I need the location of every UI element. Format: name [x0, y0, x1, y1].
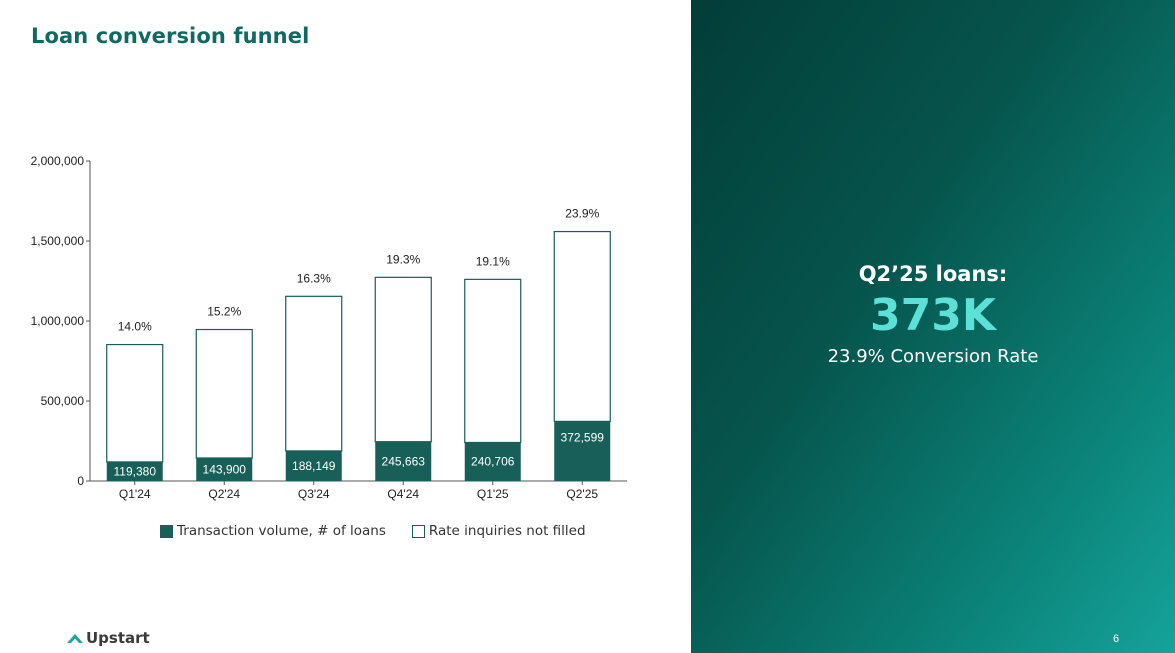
legend-swatch-outline — [411, 524, 425, 538]
bar-top-label: 19.3% — [386, 252, 420, 266]
y-tick-label: 0 — [77, 474, 84, 488]
conversion-bar-chart: 0 500,000 1,000,000 1,500,000 2,000,000 119,3… — [31, 154, 627, 501]
x-tick-label: Q2'24 — [208, 487, 240, 501]
bar-value-label: 143,900 — [203, 462, 247, 476]
legend-label-rate-inquiries: Rate inquiries not filled — [428, 523, 586, 539]
logo-text: Upstart — [86, 629, 150, 647]
chart-legend: Transaction volume, # of loans Rate inqu… — [160, 523, 612, 539]
bar-value-label: 240,706 — [471, 455, 515, 469]
bar-transaction-volume — [106, 461, 163, 481]
bar-top-label: 16.3% — [297, 271, 331, 285]
y-tick-label: 1,500,000 — [31, 234, 85, 248]
bar-rate-inquiries — [374, 276, 432, 443]
bar-top-label: 19.1% — [476, 254, 510, 268]
x-tick-label: Q1'24 — [119, 487, 151, 501]
x-tick-label: Q1'25 — [477, 487, 509, 501]
bar-rate-inquiries — [464, 278, 522, 444]
x-tick-label: Q4'24 — [387, 487, 419, 501]
bar-rate-inquiries — [195, 328, 253, 459]
bar-transaction-volume — [554, 421, 611, 481]
legend-swatch-filled — [160, 524, 173, 538]
kpi-panel: Q2’25 loans: 373K 23.9% Conversion Rate … — [691, 0, 1175, 653]
bar-value-label: 119,380 — [114, 464, 157, 478]
bar-top-label: 15.2% — [207, 305, 241, 319]
y-tick-label: 500,000 — [41, 394, 85, 408]
bar-transaction-volume — [196, 457, 253, 481]
kpi-label: Q2’25 loans: — [858, 262, 1008, 286]
bar-transaction-volume — [464, 442, 521, 481]
x-tick-label: Q3'24 — [298, 487, 330, 501]
bar-value-label: 245,663 — [382, 454, 426, 468]
page-number: 6 — [1113, 633, 1120, 645]
bar-transaction-volume — [375, 441, 432, 481]
bar-value-label: 188,149 — [292, 459, 336, 473]
bar-rate-inquiries — [553, 230, 611, 422]
left-panel: Loan conversion funnel 0 500,000 1,000,000… — [30, 24, 627, 647]
legend-item-rate-inquiries: Rate inquiries not filled — [411, 523, 586, 539]
bar-value-label: 372,599 — [561, 430, 605, 444]
bar-transaction-volume — [285, 450, 342, 481]
bar-top-label: 14.0% — [118, 320, 152, 334]
x-tick-label: Q2'25 — [566, 487, 598, 501]
upstart-logo-icon — [67, 633, 83, 643]
slide-title: Loan conversion funnel — [31, 24, 310, 48]
y-tick-label: 1,000,000 — [31, 314, 85, 328]
kpi-subtitle: 23.9% Conversion Rate — [827, 346, 1039, 367]
bar-rate-inquiries — [285, 295, 343, 452]
upstart-logo: Upstart — [66, 629, 150, 647]
kpi-value: 373K — [870, 290, 996, 341]
bar-rate-inquiries — [106, 343, 164, 463]
legend-label-transaction-volume: Transaction volume, # of loans — [177, 523, 386, 539]
y-tick-label: 2,000,000 — [31, 154, 85, 168]
legend-item-transaction-volume: Transaction volume, # of loans — [160, 523, 386, 539]
bar-top-label: 23.9% — [565, 207, 599, 221]
